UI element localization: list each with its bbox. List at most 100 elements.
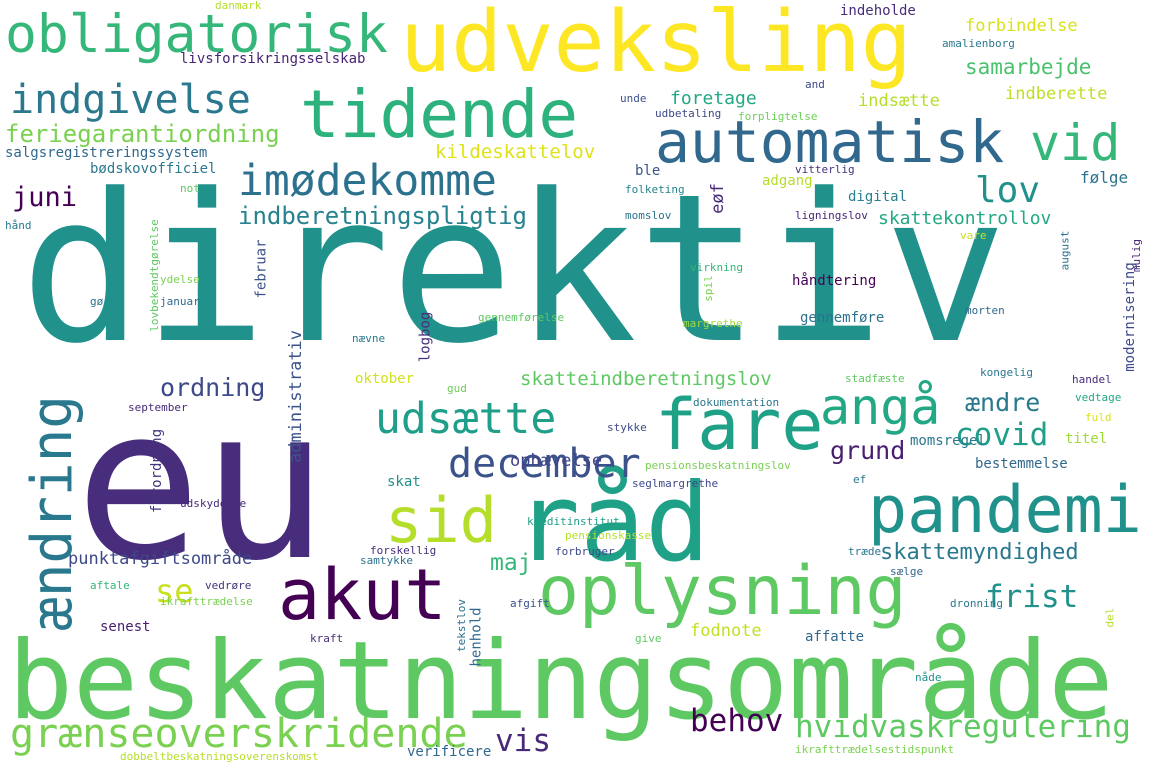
word-affatte: affatte — [805, 629, 865, 645]
word-adgang: adgang — [762, 173, 813, 189]
word-spil: spil — [701, 275, 715, 302]
word-foretage: foretage — [670, 88, 757, 109]
word-forskellig: forskellig — [370, 544, 437, 557]
word-unde: unde — [620, 92, 647, 105]
word-naevne: nævne — [352, 332, 386, 345]
word-dokumentation: dokumentation — [693, 396, 780, 409]
word-gennemfore: gennemføre — [800, 310, 885, 326]
word-akut: akut — [278, 554, 447, 636]
word-imodekomme: imødekomme — [238, 156, 497, 206]
word-momslov: momslov — [625, 209, 672, 222]
word-februar: februar — [253, 239, 270, 299]
word-ble: ble — [635, 163, 661, 179]
word-ydelse: ydelse — [160, 273, 200, 286]
word-seglmargrethe: seglmargrethe — [632, 477, 719, 490]
word-graenseoverskridende: grænseoverskridende — [10, 711, 468, 757]
word-stadfaeste: stadfæste — [845, 372, 905, 385]
word-sid: sid — [385, 484, 497, 557]
word-titel: titel — [1065, 431, 1108, 447]
word-lov: lov — [975, 170, 1041, 211]
word-saelge: sælge — [890, 565, 924, 578]
word-handel: handel — [1072, 373, 1112, 386]
word-senest: senest — [100, 619, 151, 635]
word-kongelig: kongelig — [980, 366, 1033, 379]
word-lovbekendtgorelse: lovbekendtgørelse — [147, 219, 161, 332]
word-indsaette: indsætte — [858, 91, 940, 111]
word-eu: eu — [75, 362, 328, 607]
word-covid: covid — [955, 417, 1049, 453]
word-automatisk: automatisk — [655, 108, 1005, 176]
word-udskydelse: udskydelse — [180, 497, 247, 510]
word-henhold: henhold — [468, 607, 485, 667]
word-folketing: folketing — [625, 183, 685, 196]
word-direktiv: direktiv — [20, 151, 1008, 389]
word-forordning: forordning — [149, 428, 166, 514]
word-livsforsikringsselskab: livsforsikringsselskab — [180, 51, 366, 67]
word-ligningslov: ligningslov — [795, 209, 868, 222]
word-hand: hånd — [5, 219, 32, 232]
word-oplysning: oplysning — [538, 552, 907, 631]
word-fodnote: fodnote — [690, 621, 762, 641]
word-vitterlig: vitterlig — [795, 163, 855, 176]
word-aftale: aftale — [90, 579, 130, 592]
word-danmark: danmark — [215, 0, 262, 12]
word-kreditinstitut: kreditinstitut — [527, 515, 620, 528]
word-punktafgiftsomrade: punktafgiftsområde — [68, 549, 253, 569]
word-not: not — [180, 182, 200, 195]
word-rad: råd — [515, 461, 711, 586]
word-forbruger: forbruger — [555, 545, 615, 558]
word-gud: gud — [447, 382, 467, 395]
word-udveksling: udveksling — [400, 0, 912, 92]
word-behov: behov — [690, 703, 784, 739]
word-pandemi: pandemi — [868, 473, 1142, 548]
word-fare: fare — [655, 384, 824, 466]
word-ef: ef — [853, 473, 867, 486]
word-go: gø — [90, 295, 104, 308]
word-oktober: oktober — [355, 371, 415, 387]
word-beskatningsomrade: beskatningsområde — [8, 619, 1114, 744]
word-samarbejde: samarbejde — [965, 55, 1092, 79]
word-ordning: ordning — [160, 373, 266, 402]
word-udsaette: udsætte — [375, 394, 557, 444]
word-maj: maj — [490, 550, 532, 576]
word-amalienborg: amalienborg — [942, 37, 1015, 50]
word-obligatorisk: obligatorisk — [5, 4, 388, 65]
word-salgsregistreringssystem: salgsregistreringssystem — [5, 145, 208, 161]
word-margrethe: margrethe — [683, 317, 743, 330]
word-kildeskattelov: kildeskattelov — [435, 141, 596, 163]
word-digital: digital — [848, 189, 908, 205]
word-bodskovofficiel: bødskovofficiel — [90, 161, 217, 177]
word-hvidvaskregulering: hvidvaskregulering — [795, 709, 1131, 745]
word-ophaevelse: ophævelse — [510, 451, 603, 471]
word-kraft: kraft — [310, 632, 344, 645]
word-skat: skat — [387, 474, 421, 490]
word-skattemyndighed: skattemyndighed — [880, 540, 1079, 565]
word-morten: morten — [965, 304, 1005, 317]
word-grund: grund — [830, 436, 906, 465]
word-feriegarantiordning: feriegarantiordning — [5, 120, 280, 148]
word-skattekontrollov: skattekontrollov — [878, 208, 1052, 229]
word-se: se — [155, 572, 194, 610]
word-forbindelse: forbindelse — [965, 16, 1078, 36]
word-dobbeltbeskatningsoverenskomst: dobbeltbeskatningsoverenskomst — [120, 750, 319, 763]
word-folge: følge — [1080, 168, 1129, 187]
word-vid: vid — [1030, 114, 1121, 172]
word-stykke: stykke — [607, 421, 647, 434]
word-januar: januar — [160, 295, 200, 308]
word-tidende: tidende — [300, 76, 579, 153]
word-modernisering: modernisering — [1121, 262, 1138, 372]
word-bestemmelse: bestemmelse — [975, 456, 1068, 472]
word-pensionskasse: pensionskasse — [565, 529, 652, 542]
word-ikrafttraedelsestidspunkt: ikrafttrædelsestidspunkt — [795, 743, 954, 756]
word-fuld: fuld — [1085, 411, 1112, 424]
word-administrativ: administrativ — [286, 329, 307, 464]
word-give: give — [635, 632, 662, 645]
word-ikrafttraedelse: ikrafttrædelse — [160, 595, 253, 608]
word-afgift: afgift — [510, 597, 550, 610]
word-tekstlov: tekstlov — [454, 599, 468, 652]
word-forpligtelse: forpligtelse — [738, 110, 818, 123]
word-anga: angå — [820, 378, 941, 436]
word-august: august — [1058, 230, 1072, 271]
word-skatteindberetningslov: skatteindberetningslov — [520, 368, 772, 390]
